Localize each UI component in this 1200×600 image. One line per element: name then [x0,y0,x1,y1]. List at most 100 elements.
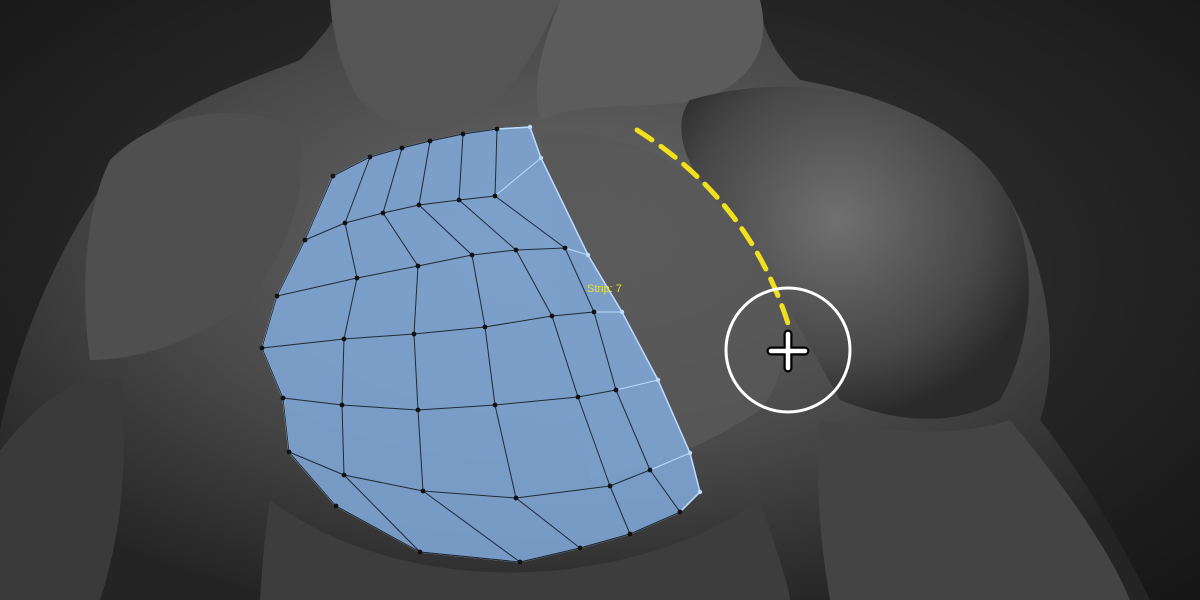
mesh-vertex[interactable] [417,549,423,555]
crosshair-brush-icon[interactable] [724,286,852,414]
mesh-vertex[interactable] [274,293,280,299]
mesh-edge-row [462,128,498,135]
mesh-vertex[interactable] [607,483,613,489]
mesh-vertex[interactable] [399,145,405,151]
arm-right-shape [818,420,1130,600]
mesh-vertex[interactable] [492,193,498,199]
mesh-edge-column [529,126,542,159]
mesh-edge-column [413,333,419,411]
mesh-edge-column [593,311,617,391]
mesh-edge-row [343,474,424,492]
mesh-vertex[interactable] [647,467,653,473]
mesh-edge-row [417,404,496,411]
mesh-edge-row [282,397,343,406]
mesh-edge-column [418,204,473,256]
mesh-vertex[interactable] [517,559,523,565]
mesh-vertex[interactable] [482,324,488,330]
mesh-vertex[interactable] [302,237,308,243]
mesh-edge-row [629,511,681,535]
mesh-edge-row [519,547,581,563]
mesh-edge-row [332,156,371,177]
mesh-edge-column [304,175,334,241]
mesh-vertex[interactable] [416,202,422,208]
mesh-vertex[interactable] [460,131,466,137]
mesh-vertex[interactable] [286,449,292,455]
mesh-vertex[interactable] [513,247,519,253]
mesh-vertices [259,124,703,565]
mesh-vertex[interactable] [585,252,591,258]
mesh-edge-column [515,497,581,549]
mesh-edge-column [615,389,651,471]
mesh-edge-row [288,451,345,476]
mesh-vertex[interactable] [259,345,265,351]
mesh-vertex[interactable] [562,245,568,251]
mesh-vertex[interactable] [333,503,339,509]
mesh-vertex[interactable] [494,126,500,132]
mesh-edge-column [657,379,691,454]
mesh-vertex[interactable] [697,489,703,495]
neck-shape [330,0,560,131]
mesh-vertex[interactable] [655,377,661,383]
mesh-edge-column [344,156,371,224]
mesh-vertex[interactable] [527,124,533,130]
mesh-vertex[interactable] [591,309,597,315]
mesh-edge-row [418,199,460,206]
mesh-edge-column [494,404,517,499]
mesh-vertex[interactable] [687,450,693,456]
mesh-edge-row [615,379,659,391]
mesh-vertex[interactable] [280,395,286,401]
mesh-edge-row [609,469,651,487]
mesh-vertex[interactable] [677,509,683,515]
mesh-edge-column [382,147,403,214]
mesh-vertex[interactable] [420,488,426,494]
mesh-edge-row [304,222,346,241]
mesh-vertex[interactable] [469,252,475,258]
mesh-vertex[interactable] [492,402,498,408]
mesh-vertex[interactable] [627,531,633,537]
mesh-vertex[interactable] [613,387,619,393]
mesh-vertex[interactable] [330,173,336,179]
mesh-edge-column [282,397,290,453]
mesh-edge-row [419,551,521,563]
mesh-vertex[interactable] [538,155,544,161]
mesh-vertex[interactable] [341,472,347,478]
mesh-edge-column [417,409,424,492]
mesh-edge-column [382,212,419,267]
mesh-edge-column [422,490,521,563]
mesh-vertex[interactable] [619,309,625,315]
mesh-edge-column [494,195,566,249]
strip-count-label: Strip: 7 [587,283,622,295]
crosshair-plus [768,331,808,371]
mesh-edge-column [458,133,464,201]
mesh-vertex[interactable] [456,197,462,203]
mesh-edge-column [413,265,419,335]
mesh-edge-row [261,338,345,349]
mesh-vertex[interactable] [575,394,581,400]
mesh-vertex[interactable] [577,545,583,551]
mesh-edge-row [551,311,595,317]
mesh-edge-row [577,389,617,398]
deltoid-right-shape [681,86,1029,419]
mesh-vertex[interactable] [415,407,421,413]
retopology-mesh-patch[interactable] [259,124,703,565]
mesh-edge-column [540,157,589,256]
mesh-vertex[interactable] [513,495,519,501]
strip-guide-stroke [634,127,793,333]
mesh-vertex[interactable] [411,331,417,337]
mesh-vertex[interactable] [427,138,433,144]
mesh-vertex[interactable] [367,154,373,160]
mesh-vertex[interactable] [339,402,345,408]
mesh-vertex[interactable] [342,220,348,226]
mesh-vertex[interactable] [341,336,347,342]
mesh-vertex[interactable] [415,263,421,269]
mesh-vertex[interactable] [549,313,555,319]
mesh-edge-column [418,140,431,206]
mesh-vertex[interactable] [380,210,386,216]
mesh-edge-row [649,452,691,471]
mesh-vertex[interactable] [354,275,360,281]
mesh-edge-row [679,491,701,513]
mesh-edge-column [343,277,358,340]
mesh-edge-column [261,295,278,349]
